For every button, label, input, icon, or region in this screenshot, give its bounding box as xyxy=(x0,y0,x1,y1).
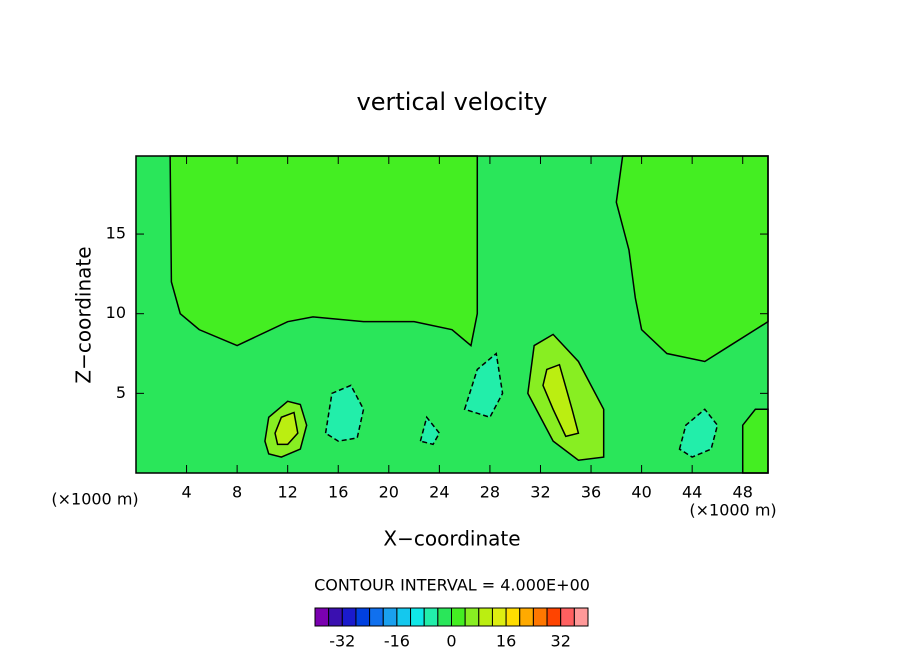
x-tick-label: 24 xyxy=(429,483,449,502)
colorbar-box xyxy=(314,607,330,627)
plot-frame xyxy=(135,155,769,474)
x-tick-label: 8 xyxy=(232,483,242,502)
colorbar-box xyxy=(423,607,439,627)
y-axis-label: Z−coordinate xyxy=(72,246,96,383)
x-tick-label: 28 xyxy=(480,483,500,502)
colorbar-box xyxy=(355,607,371,627)
colorbar-box xyxy=(491,607,507,627)
colorbar-box xyxy=(369,607,384,627)
colorbar-box xyxy=(341,607,357,627)
colorbar-box xyxy=(560,607,575,627)
colorbar-label: 16 xyxy=(496,632,516,651)
colorbar-box xyxy=(410,607,425,627)
x-tick-label: 12 xyxy=(278,483,298,502)
x-axis-label: X−coordinate xyxy=(383,527,520,551)
colorbar-box xyxy=(532,607,548,627)
colorbar-box xyxy=(328,607,343,627)
contour-region xyxy=(419,415,441,446)
colorbar-box xyxy=(464,607,480,627)
contour-region xyxy=(542,363,580,438)
colorbar-box xyxy=(437,607,453,627)
colorbar-label: -32 xyxy=(329,632,355,651)
x-tick-label: 48 xyxy=(733,483,753,502)
contour-region xyxy=(324,384,365,442)
y-tick-label: 15 xyxy=(106,224,126,243)
colorbar-box xyxy=(451,607,466,627)
colorbar-label: 32 xyxy=(551,632,571,651)
colorbar-box xyxy=(546,607,562,627)
x-tick-label: 4 xyxy=(181,483,191,502)
x-tick-label: 16 xyxy=(328,483,348,502)
chart-title: vertical velocity xyxy=(357,88,548,116)
contour-region xyxy=(678,408,719,458)
colorbar-box xyxy=(478,607,493,627)
y-tick-label: 10 xyxy=(106,303,126,322)
y-tick-label: 5 xyxy=(116,383,126,402)
x-unit: (×1000 m) xyxy=(51,490,138,509)
colorbar-box xyxy=(505,607,521,627)
x-tick-label: 20 xyxy=(379,483,399,502)
contour-region xyxy=(169,155,479,347)
colorbar-label: 0 xyxy=(446,632,456,651)
y-unit: (×1000 m) xyxy=(689,501,776,520)
colorbar-box xyxy=(382,607,398,627)
contour-interval: CONTOUR INTERVAL = 4.000E+00 xyxy=(314,576,590,595)
x-tick-label: 36 xyxy=(581,483,601,502)
x-tick-label: 44 xyxy=(682,483,702,502)
colorbar-box xyxy=(573,607,589,627)
x-tick-label: 32 xyxy=(530,483,550,502)
contour-region xyxy=(463,352,504,419)
colorbar-box xyxy=(396,607,412,627)
contour-region xyxy=(274,411,299,446)
colorbar-box xyxy=(519,607,534,627)
colorbar-label: -16 xyxy=(384,632,410,651)
x-tick-label: 40 xyxy=(631,483,651,502)
